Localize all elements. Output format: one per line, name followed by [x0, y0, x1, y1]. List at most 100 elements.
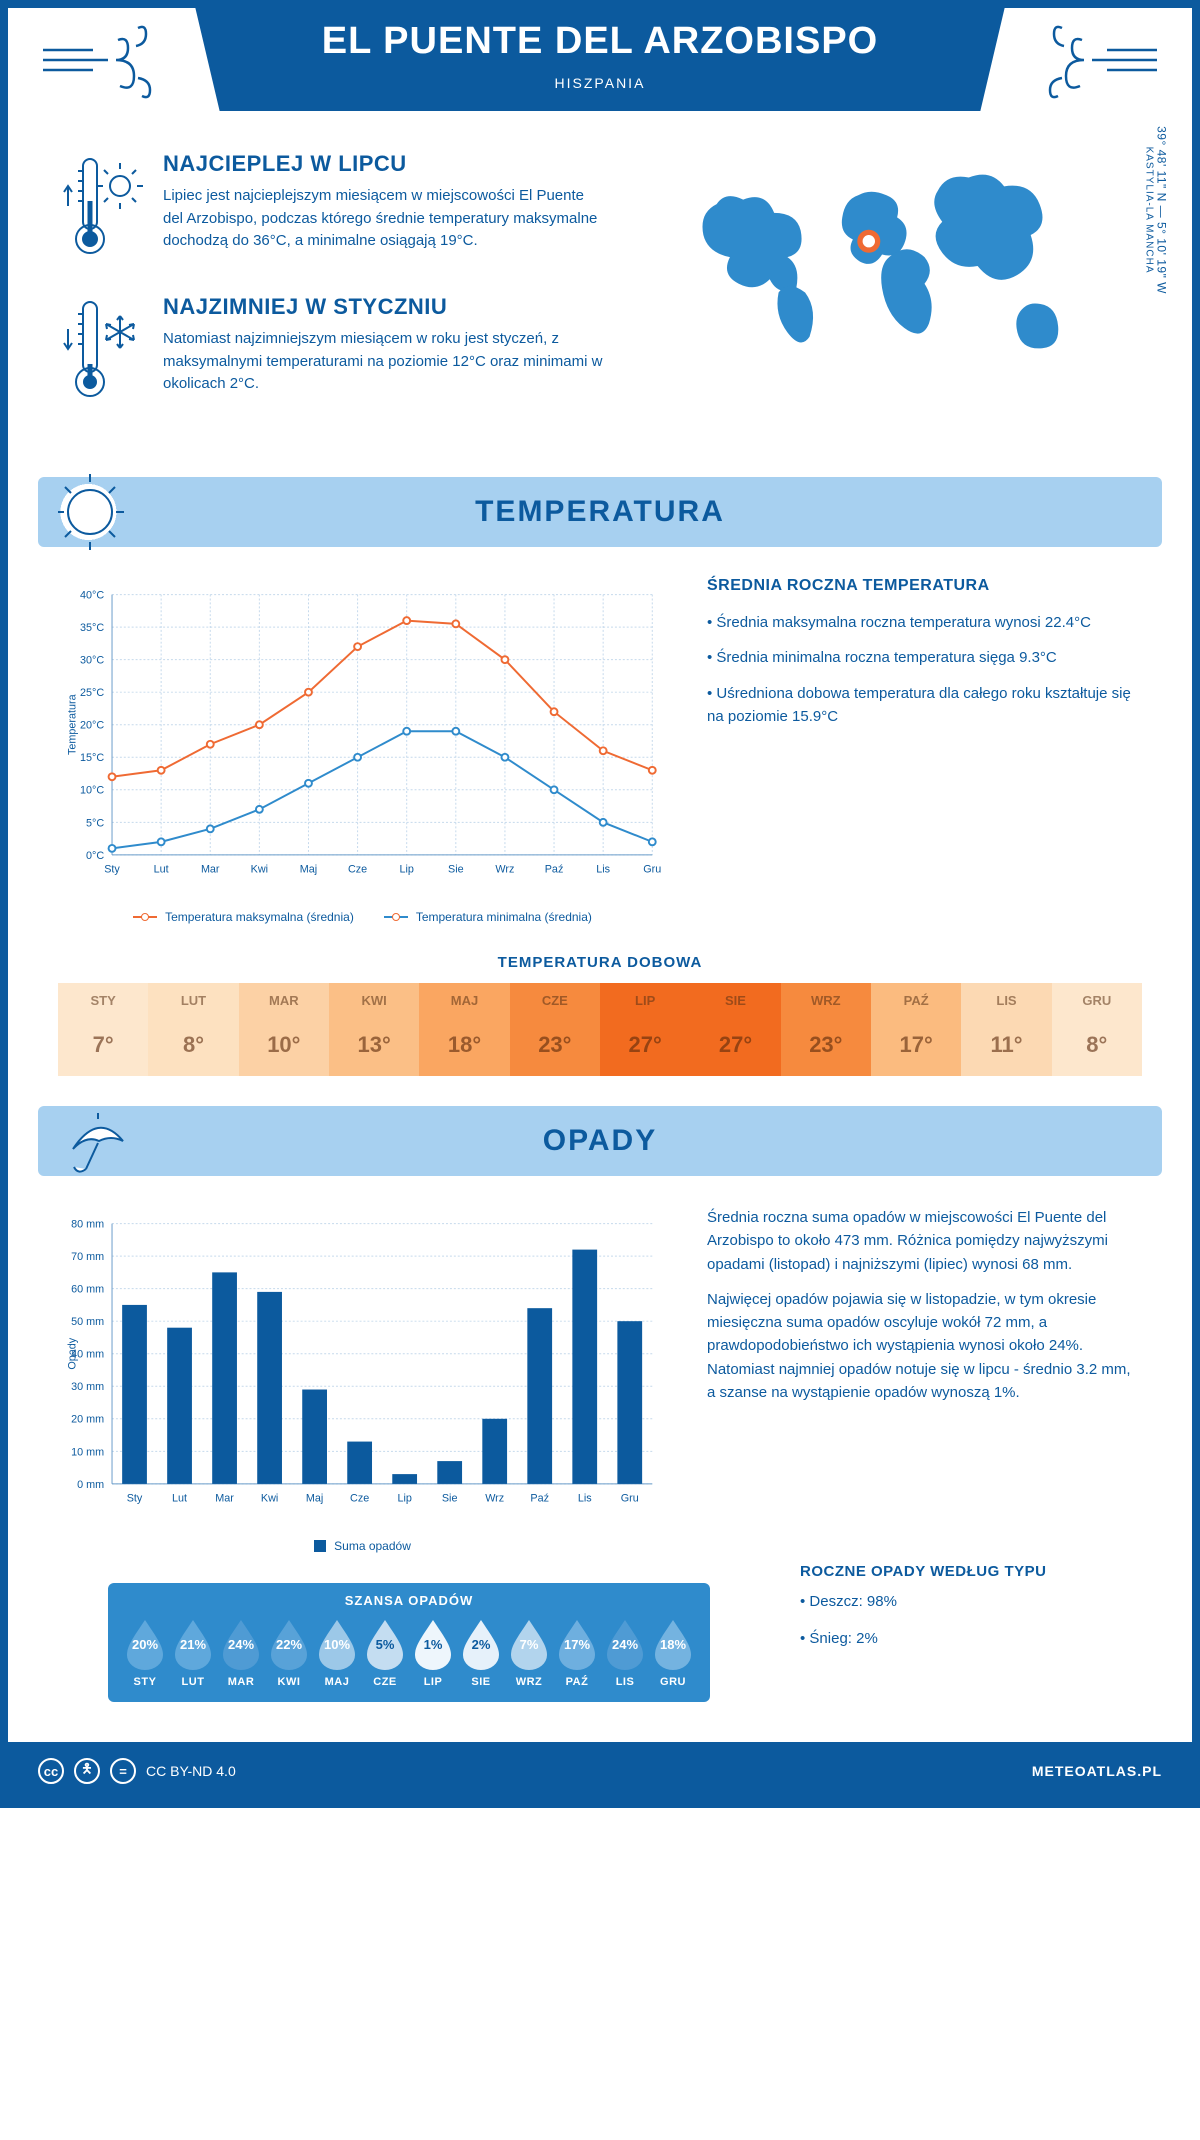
temp-value: 7°: [58, 1018, 148, 1076]
site-name: METEOATLAS.PL: [1032, 1763, 1162, 1779]
svg-text:Lut: Lut: [154, 864, 169, 876]
thermometer-cold-icon: [58, 294, 143, 409]
world-map: [645, 151, 1142, 381]
svg-text:70 mm: 70 mm: [71, 1251, 104, 1263]
temperature-title: TEMPERATURA: [475, 495, 725, 528]
precipitation-section-header: OPADY: [38, 1106, 1162, 1176]
drop-col: 10% MAJ: [316, 1618, 358, 1688]
daily-temp-table: STYLUTMARKWIMAJCZELIPSIEWRZPAŹLISGRU7°8°…: [58, 983, 1142, 1076]
legend-min: Temperatura minimalna (średnia): [416, 910, 592, 924]
warmest-block: NAJCIEPLEJ W LIPCU Lipiec jest najcieple…: [58, 151, 605, 266]
svg-text:Lip: Lip: [399, 864, 413, 876]
temp-month: LIS: [961, 983, 1051, 1018]
temp-value: 17°: [871, 1018, 961, 1076]
svg-text:50 mm: 50 mm: [71, 1316, 104, 1328]
svg-text:25°C: 25°C: [80, 687, 104, 699]
by-icon: 🯅: [74, 1758, 100, 1784]
temp-value: 13°: [329, 1018, 419, 1076]
temp-value: 23°: [510, 1018, 600, 1076]
temp-value: 27°: [690, 1018, 780, 1076]
svg-text:40°C: 40°C: [80, 590, 104, 602]
svg-text:Sie: Sie: [442, 1493, 458, 1505]
svg-text:Sty: Sty: [127, 1493, 143, 1505]
nd-icon: =: [110, 1758, 136, 1784]
warmest-title: NAJCIEPLEJ W LIPCU: [163, 151, 605, 177]
drop-col: 21% LUT: [172, 1618, 214, 1688]
svg-text:Cze: Cze: [350, 1493, 369, 1505]
temp-month: MAR: [239, 983, 329, 1018]
svg-text:Mar: Mar: [201, 864, 220, 876]
annual-precip-title: ROCZNE OPADY WEDŁUG TYPU: [800, 1563, 1142, 1580]
daily-temp-title: TEMPERATURA DOBOWA: [8, 954, 1192, 971]
temp-month: SIE: [690, 983, 780, 1018]
svg-text:20°C: 20°C: [80, 720, 104, 732]
temp-month: CZE: [510, 983, 600, 1018]
svg-text:Maj: Maj: [300, 864, 317, 876]
svg-text:30°C: 30°C: [80, 655, 104, 667]
svg-text:Maj: Maj: [306, 1493, 323, 1505]
wind-icon-right: [1022, 20, 1162, 100]
temp-value: 23°: [781, 1018, 871, 1076]
temp-month: PAŹ: [871, 983, 961, 1018]
svg-text:15°C: 15°C: [80, 752, 104, 764]
svg-text:Gru: Gru: [621, 1493, 639, 1505]
svg-text:Sie: Sie: [448, 864, 464, 876]
svg-text:0 mm: 0 mm: [77, 1479, 104, 1491]
wind-icon-left: [38, 20, 178, 100]
coldest-text: Natomiast najzimniejszym miesiącem w rok…: [163, 328, 605, 396]
svg-text:Lis: Lis: [596, 864, 610, 876]
svg-text:35°C: 35°C: [80, 622, 104, 634]
legend-max: Temperatura maksymalna (średnia): [165, 910, 354, 924]
svg-text:Wrz: Wrz: [485, 1493, 504, 1505]
svg-text:Kwi: Kwi: [261, 1493, 278, 1505]
precip-text-1: Średnia roczna suma opadów w miejscowośc…: [707, 1206, 1142, 1276]
svg-text:5°C: 5°C: [86, 817, 104, 829]
svg-text:0°C: 0°C: [86, 850, 104, 862]
temp-month: GRU: [1052, 983, 1142, 1018]
svg-text:Mar: Mar: [215, 1493, 234, 1505]
temp-month: WRZ: [781, 983, 871, 1018]
svg-text:Kwi: Kwi: [251, 864, 268, 876]
drop-col: 5% CZE: [364, 1618, 406, 1688]
drop-col: 22% KWI: [268, 1618, 310, 1688]
svg-text:80 mm: 80 mm: [71, 1219, 104, 1231]
temp-month: KWI: [329, 983, 419, 1018]
drop-col: 7% WRZ: [508, 1618, 550, 1688]
title-banner: EL PUENTE DEL ARZOBISPO HISZPANIA: [195, 8, 1004, 111]
line-chart-legend: .legend-swatch:nth-child(1)::after{borde…: [58, 910, 667, 924]
svg-text:Lis: Lis: [578, 1493, 592, 1505]
svg-text:Gru: Gru: [643, 864, 661, 876]
svg-text:Paź: Paź: [530, 1493, 549, 1505]
sun-icon: [58, 472, 138, 552]
temp-value: 11°: [961, 1018, 1051, 1076]
umbrella-icon: [58, 1101, 138, 1181]
coldest-block: NAJZIMNIEJ W STYCZNIU Natomiast najzimni…: [58, 294, 605, 409]
svg-text:10°C: 10°C: [80, 785, 104, 797]
coord-region: KASTYLIA-LA MANCHA: [1144, 126, 1155, 294]
thermometer-hot-icon: [58, 151, 143, 266]
temp-value: 18°: [419, 1018, 509, 1076]
temperature-section-header: TEMPERATURA: [38, 477, 1162, 547]
temp-value: 8°: [148, 1018, 238, 1076]
svg-text:20 mm: 20 mm: [71, 1414, 104, 1426]
svg-text:10 mm: 10 mm: [71, 1446, 104, 1458]
precipitation-title: OPADY: [543, 1124, 657, 1157]
svg-text:Cze: Cze: [348, 864, 367, 876]
page-title: EL PUENTE DEL ARZOBISPO: [235, 20, 964, 63]
temp-month: STY: [58, 983, 148, 1018]
temp-month: MAJ: [419, 983, 509, 1018]
drop-col: 20% STY: [124, 1618, 166, 1688]
svg-text:60 mm: 60 mm: [71, 1284, 104, 1296]
drop-col: 2% SIE: [460, 1618, 502, 1688]
svg-text:Wrz: Wrz: [495, 864, 514, 876]
svg-text:Temperatura: Temperatura: [67, 694, 79, 755]
coord-lat: 39° 48' 11" N — 5° 10' 19" W: [1155, 126, 1169, 294]
precip-chance-title: SZANSA OPADÓW: [124, 1593, 694, 1608]
svg-text:Opady: Opady: [67, 1337, 79, 1369]
drop-col: 18% GRU: [652, 1618, 694, 1688]
drop-col: 24% MAR: [220, 1618, 262, 1688]
footer: cc 🯅 = CC BY-ND 4.0 METEOATLAS.PL: [8, 1742, 1192, 1800]
drop-col: 1% LIP: [412, 1618, 454, 1688]
avg-title: ŚREDNIA ROCZNA TEMPERATURA: [707, 577, 1142, 595]
cc-icon: cc: [38, 1758, 64, 1784]
